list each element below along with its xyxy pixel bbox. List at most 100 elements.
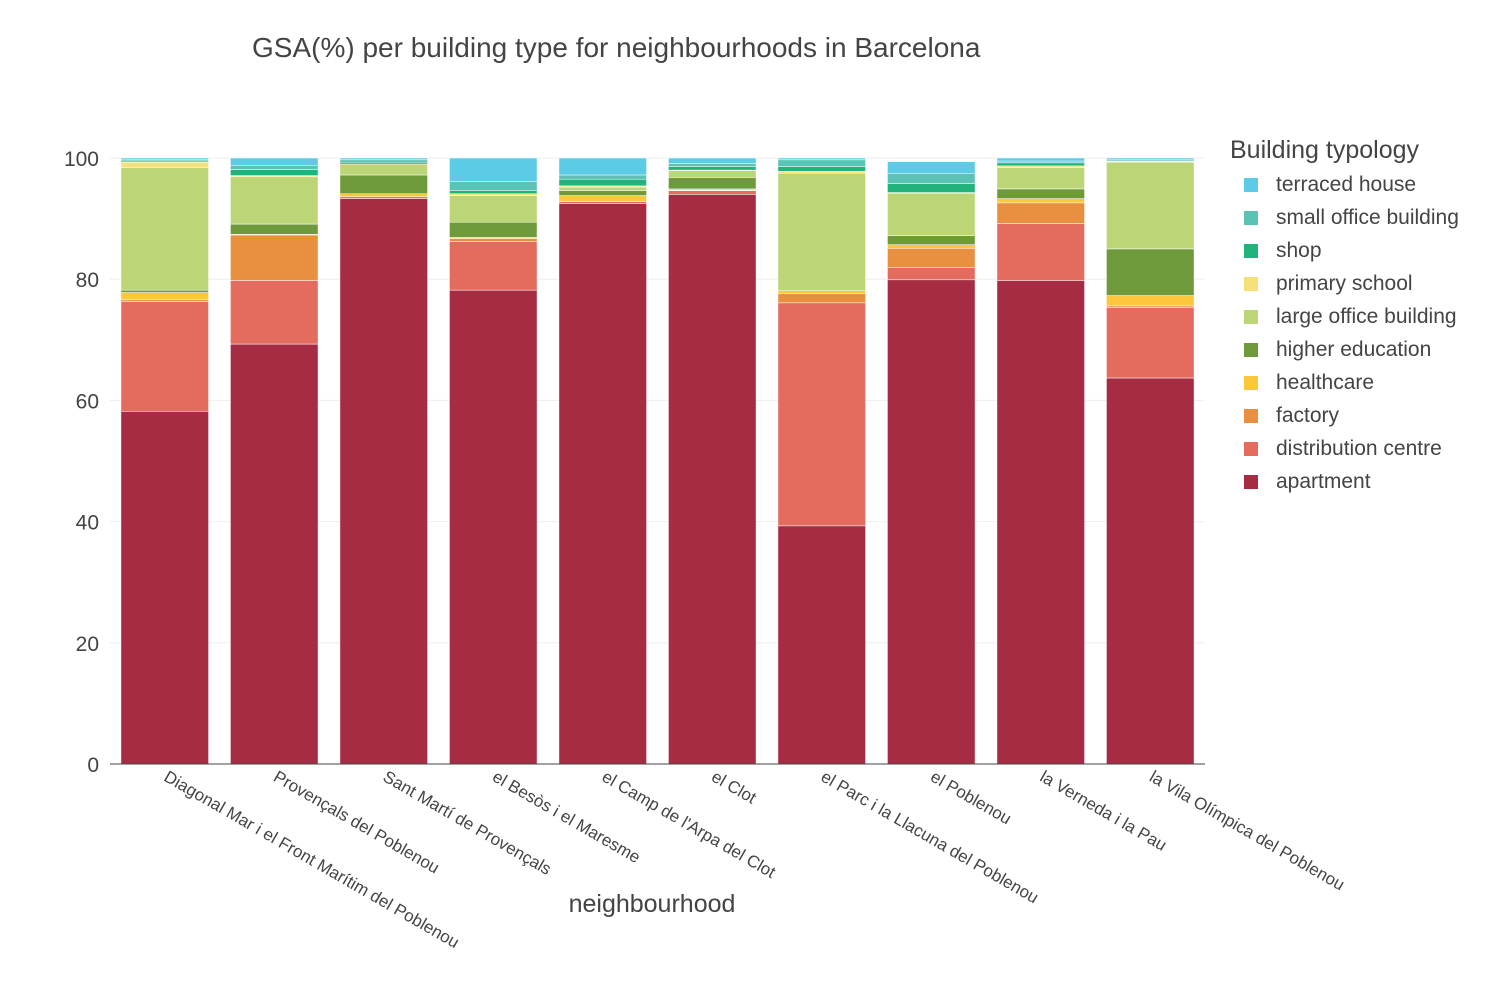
- bar-segment: [1106, 295, 1195, 307]
- bar-segment: [449, 190, 538, 195]
- bar-segment: [120, 299, 209, 302]
- legend-item[interactable]: distribution centre: [1230, 432, 1492, 465]
- bar-segment: [887, 244, 976, 249]
- bar-segment: [449, 289, 538, 765]
- x-tick-label: el Parc i la Llacuna del Poblenou: [818, 767, 1042, 907]
- bar-segment: [1106, 377, 1195, 765]
- legend-item[interactable]: primary school: [1230, 267, 1492, 300]
- bar-segment: [230, 176, 319, 225]
- bar-stack: [996, 157, 1085, 765]
- bar-segment: [558, 157, 647, 176]
- bar-segment: [120, 292, 209, 301]
- bar-segment: [339, 196, 428, 199]
- bar-segment: [996, 165, 1085, 168]
- bar-segment: [668, 166, 757, 171]
- legend-item[interactable]: terraced house: [1230, 168, 1492, 201]
- legend-item[interactable]: large office building: [1230, 300, 1492, 333]
- legend-swatch: [1244, 342, 1258, 357]
- x-tick-labels: Diagonal Mar i el Front Marítim del Pobl…: [161, 767, 1348, 952]
- legend-swatch: [1244, 276, 1258, 291]
- bar-stack: [558, 157, 647, 765]
- legend-item[interactable]: small office building: [1230, 201, 1492, 234]
- legend-item[interactable]: shop: [1230, 234, 1492, 267]
- bar-segment: [558, 201, 647, 204]
- legend-label: terraced house: [1276, 172, 1417, 196]
- bar-stack: [668, 157, 757, 765]
- bar-segment: [339, 161, 428, 165]
- bar-segment: [777, 302, 866, 527]
- y-tick-label: 40: [76, 512, 99, 535]
- bar-segment: [449, 181, 538, 191]
- legend-label: factory: [1276, 403, 1340, 427]
- bar-segment: [120, 157, 209, 161]
- legend-item[interactable]: higher education: [1230, 333, 1492, 366]
- legend-item[interactable]: healthcare: [1230, 366, 1492, 399]
- bar-segment: [996, 160, 1085, 164]
- x-axis-title: neighbourhood: [569, 890, 736, 918]
- y-tick-label: 0: [87, 754, 99, 777]
- bar-segment: [230, 280, 319, 345]
- bar-segment: [887, 173, 976, 184]
- bar-segment: [558, 178, 647, 187]
- legend-label: small office building: [1276, 205, 1459, 229]
- bar-segment: [120, 289, 209, 293]
- legend-label: apartment: [1276, 469, 1371, 493]
- bar-segment: [777, 171, 866, 174]
- legend-swatch: [1244, 408, 1258, 423]
- bar-segment: [230, 343, 319, 765]
- bar-segment: [887, 192, 976, 236]
- bar-segment: [996, 202, 1085, 224]
- bar-stack: [887, 161, 976, 765]
- bar-segment: [996, 280, 1085, 765]
- y-tick-label: 60: [76, 390, 99, 413]
- bar-segment: [668, 170, 757, 178]
- legend-item[interactable]: factory: [1230, 399, 1492, 432]
- bar-segment: [230, 234, 319, 281]
- legend-label: healthcare: [1276, 370, 1375, 394]
- bar-segment: [230, 157, 319, 166]
- legend-swatch: [1244, 243, 1258, 258]
- legend-item[interactable]: apartment: [1230, 465, 1492, 498]
- bar-stack: [1106, 157, 1195, 765]
- bar-segment: [339, 159, 428, 163]
- bar-segment: [120, 167, 209, 291]
- bar-segment: [777, 172, 866, 291]
- bar-segment: [887, 183, 976, 193]
- bar-segment: [558, 190, 647, 196]
- bar-segment: [230, 165, 319, 170]
- legend-swatch: [1244, 210, 1258, 225]
- bar-segment: [668, 157, 757, 164]
- legend-label: large office building: [1276, 304, 1457, 328]
- legend-label: shop: [1276, 238, 1322, 262]
- bar-segment: [449, 238, 538, 242]
- bar-segment: [558, 174, 647, 180]
- bar-segment: [339, 174, 428, 195]
- bar-segment: [668, 177, 757, 190]
- bar-segment: [887, 248, 976, 268]
- x-tick-label: la Vila Olímpica del Poblenou: [1146, 767, 1348, 894]
- bar-stack: [449, 157, 538, 765]
- x-tick-label: el Poblenou: [927, 767, 1014, 828]
- bar-stack: [339, 157, 428, 765]
- bar-segment: [120, 301, 209, 412]
- bar-segment: [120, 411, 209, 765]
- bar-stack: [120, 157, 209, 765]
- legend-swatch: [1244, 309, 1258, 324]
- bar-segment: [996, 188, 1085, 199]
- bar-segment: [996, 157, 1085, 162]
- bar-segment: [668, 163, 757, 167]
- bar-segment: [339, 198, 428, 765]
- bars: [120, 157, 1195, 765]
- y-tick-label: 100: [64, 148, 99, 171]
- bar-segment: [449, 193, 538, 196]
- bar-segment: [558, 203, 647, 765]
- bar-segment: [777, 159, 866, 167]
- legend-swatch: [1244, 177, 1258, 192]
- legend-label: higher education: [1276, 337, 1432, 361]
- bar-segment: [996, 198, 1085, 204]
- y-tick-label: 20: [76, 633, 99, 656]
- x-tick-label: el Camp de l'Arpa del Clot: [599, 767, 779, 882]
- legend-swatch: [1244, 474, 1258, 489]
